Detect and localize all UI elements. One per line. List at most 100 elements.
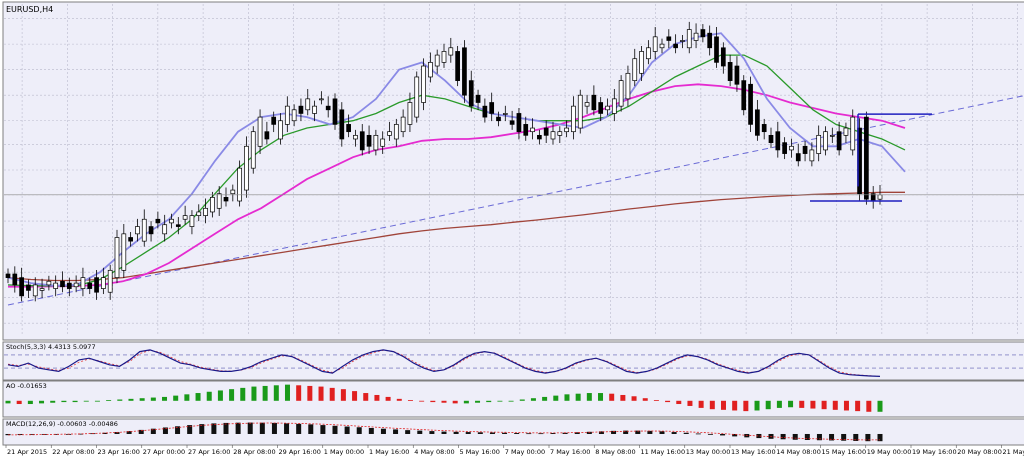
ao-panel[interactable]: 0.025620.00-0.02134 AO -0.01653 — [2, 380, 1024, 419]
current-price-tag: 1.0987 — [4, 194, 1024, 196]
macd-bar — [465, 432, 471, 434]
macd-bar — [405, 430, 411, 434]
ao-bar — [586, 393, 592, 401]
macd-panel-frame — [2, 418, 1024, 446]
macd-bar — [308, 424, 314, 434]
ao-bar — [329, 387, 335, 401]
ao-bar — [150, 397, 156, 401]
candle-body — [659, 43, 665, 49]
ao-bar — [284, 384, 290, 401]
candle-body — [32, 284, 38, 297]
candle-body — [223, 197, 229, 202]
candle-body — [775, 131, 781, 151]
candle-body — [455, 51, 460, 81]
macd-bar — [865, 433, 871, 442]
ao-bar — [732, 400, 738, 411]
candle-body — [121, 233, 127, 271]
macd-bar — [611, 430, 617, 434]
candle-body — [618, 80, 624, 107]
ao-bar — [519, 399, 525, 401]
time-tick-label: 15 May 16:00 — [822, 448, 867, 456]
candle-body — [359, 131, 365, 151]
main-panel-frame — [2, 1, 1024, 341]
ao-bar — [720, 400, 726, 410]
candle-body — [829, 134, 835, 137]
macd-bar — [550, 433, 556, 434]
candle-body — [543, 127, 549, 136]
ao-bar — [251, 386, 257, 401]
symbol-label: EURUSD,H4 — [6, 5, 53, 14]
candle-body — [237, 167, 242, 202]
candle-body — [727, 62, 733, 81]
candle-body — [564, 127, 569, 133]
ao-bar — [463, 400, 469, 404]
candle-body — [264, 131, 270, 140]
candle-body — [707, 32, 713, 49]
ao-bar — [229, 389, 235, 401]
ao-bar — [39, 400, 45, 404]
ao-bar — [352, 391, 358, 401]
candle-body — [584, 102, 590, 107]
candle-body — [339, 109, 345, 140]
macd-bar — [562, 432, 568, 434]
macd-bar — [804, 433, 810, 440]
ao-bar — [139, 398, 145, 401]
candle-body — [312, 105, 317, 114]
candle-body — [175, 224, 181, 227]
macd-bar — [586, 431, 592, 434]
candle-body — [73, 282, 79, 288]
macd-bar — [126, 431, 132, 434]
stoch-panel[interactable]: 70301000 Stoch(5,3,3) 4.4313 5.0977 — [2, 341, 1024, 382]
macd-panel[interactable]: 0.01050.00-0.00713 MACD(12,26,9) -0.0060… — [2, 418, 1024, 446]
time-tick-label: 7 May 00:00 — [505, 448, 545, 456]
candle-body — [87, 282, 93, 289]
macd-bar — [695, 433, 701, 435]
ao-bar — [698, 400, 704, 408]
ao-bar — [497, 400, 503, 402]
candle-body — [60, 280, 65, 288]
trendline-layer — [7, 95, 1024, 306]
candle-body — [141, 218, 147, 242]
ao-bar — [542, 396, 548, 401]
macd-bar — [199, 424, 205, 434]
candle-body — [196, 211, 202, 216]
time-tick-label: 19 May 00:00 — [867, 448, 912, 456]
candle-body — [468, 80, 474, 107]
ao-bar — [452, 400, 458, 404]
time-tick-label: 23 Apr 16:00 — [98, 448, 140, 456]
time-tick-label: 13 May 00:00 — [686, 448, 731, 456]
candle-body — [162, 224, 168, 235]
ao-bar — [128, 398, 134, 401]
ao-bar — [631, 396, 637, 401]
macd-bar — [187, 425, 193, 434]
candle-body — [128, 237, 133, 242]
ao-bar — [374, 394, 380, 401]
macd-label: MACD(12,26,9) -0.00603 -0.00486 — [6, 420, 118, 428]
macd-bar — [598, 431, 604, 434]
ao-bar — [117, 399, 123, 401]
candle-body — [39, 288, 45, 291]
time-tick-label: 14 May 08:00 — [776, 448, 821, 456]
candle-body — [700, 29, 706, 38]
candle-body — [428, 62, 433, 78]
macd-bar — [138, 429, 144, 434]
time-tick-label: 4 May 08:00 — [414, 448, 454, 456]
candle-body — [319, 98, 324, 101]
candle-body — [489, 102, 495, 114]
macd-bar — [78, 433, 84, 435]
ao-bar — [262, 385, 268, 401]
main-panel[interactable]: EURUSD,H4 — [2, 1, 1024, 341]
macd-bar — [247, 422, 253, 434]
candle-body — [850, 116, 856, 151]
macd-bar — [707, 433, 713, 435]
macd-bar — [235, 422, 241, 434]
stoch-main-line — [7, 349, 881, 377]
candle-body — [768, 134, 774, 143]
candle-body — [346, 124, 351, 133]
candle-body — [135, 226, 140, 235]
macd-bar — [320, 425, 326, 434]
ao-bar — [184, 394, 190, 401]
stoch-label: Stoch(5,3,3) 4.4313 5.0977 — [6, 343, 96, 351]
ao-bar — [765, 400, 771, 410]
